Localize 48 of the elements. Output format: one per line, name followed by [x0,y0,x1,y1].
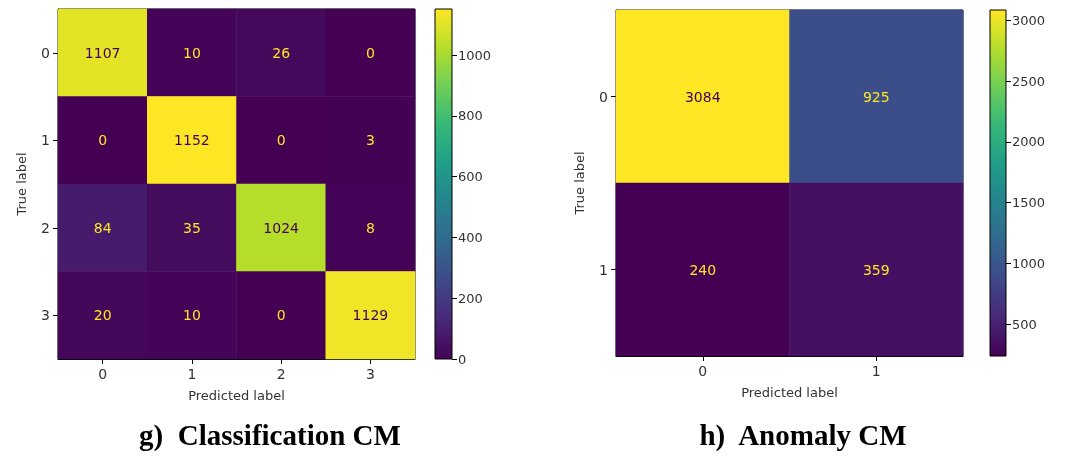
data-label: 26 [272,44,291,61]
y-tick-label: 2 [41,219,50,236]
color-bar-label: 400 [458,229,483,245]
color-bar-label: 200 [458,290,483,306]
data-label: 0 [276,307,286,324]
x-tick-label: 1 [871,363,881,379]
color-bar-label: 0 [458,351,467,367]
y-tick-label: 1 [41,132,50,149]
color-bar-label: 3000 [1012,12,1046,28]
data-label: 925 [862,88,890,105]
color-bar-label: 600 [458,169,483,185]
y-axis-title: True label [572,151,587,216]
data-label: 1024 [263,219,300,236]
data-label: 0 [98,132,108,149]
y-tick-label: 0 [41,44,50,61]
data-label: 1107 [84,44,121,61]
color-bar-label: 2500 [1012,73,1046,89]
data-label: 359 [862,261,890,278]
color-bar-label: 1000 [1012,256,1046,272]
y-axis-title: True label [14,152,29,217]
data-label: 35 [182,219,201,236]
text: h) Anomaly CM [699,418,907,452]
x-tick-label: 0 [698,363,708,379]
data-label: 3084 [684,88,721,105]
color-bar-label: 1500 [1012,195,1046,211]
text: g) Classification CM [139,418,401,452]
data-label: 10 [182,44,201,61]
data-label: 20 [93,307,112,324]
data-label: 1129 [352,307,389,324]
color-bar-label: 500 [1012,316,1037,332]
data-label: 10 [182,307,201,324]
data-label: 0 [276,132,286,149]
x-axis-title: Predicted label [188,388,285,403]
color-bar-label: 800 [458,108,483,124]
x-tick-label: 1 [187,366,197,382]
data-label: 240 [689,261,717,278]
color-bar-label: 1000 [458,47,492,63]
color-bar-label: 2000 [1012,134,1046,150]
data-label: 8 [365,219,375,236]
x-tick-label: 3 [365,366,375,382]
x-tick-label: 2 [276,366,286,382]
data-label: 0 [365,44,375,61]
y-tick-label: 3 [41,307,50,324]
x-tick-label: 0 [98,366,108,382]
data-label: 1152 [174,132,210,149]
data-label: 84 [93,219,112,236]
data-label: 3 [365,132,375,149]
x-axis-title: Predicted label [741,385,838,400]
